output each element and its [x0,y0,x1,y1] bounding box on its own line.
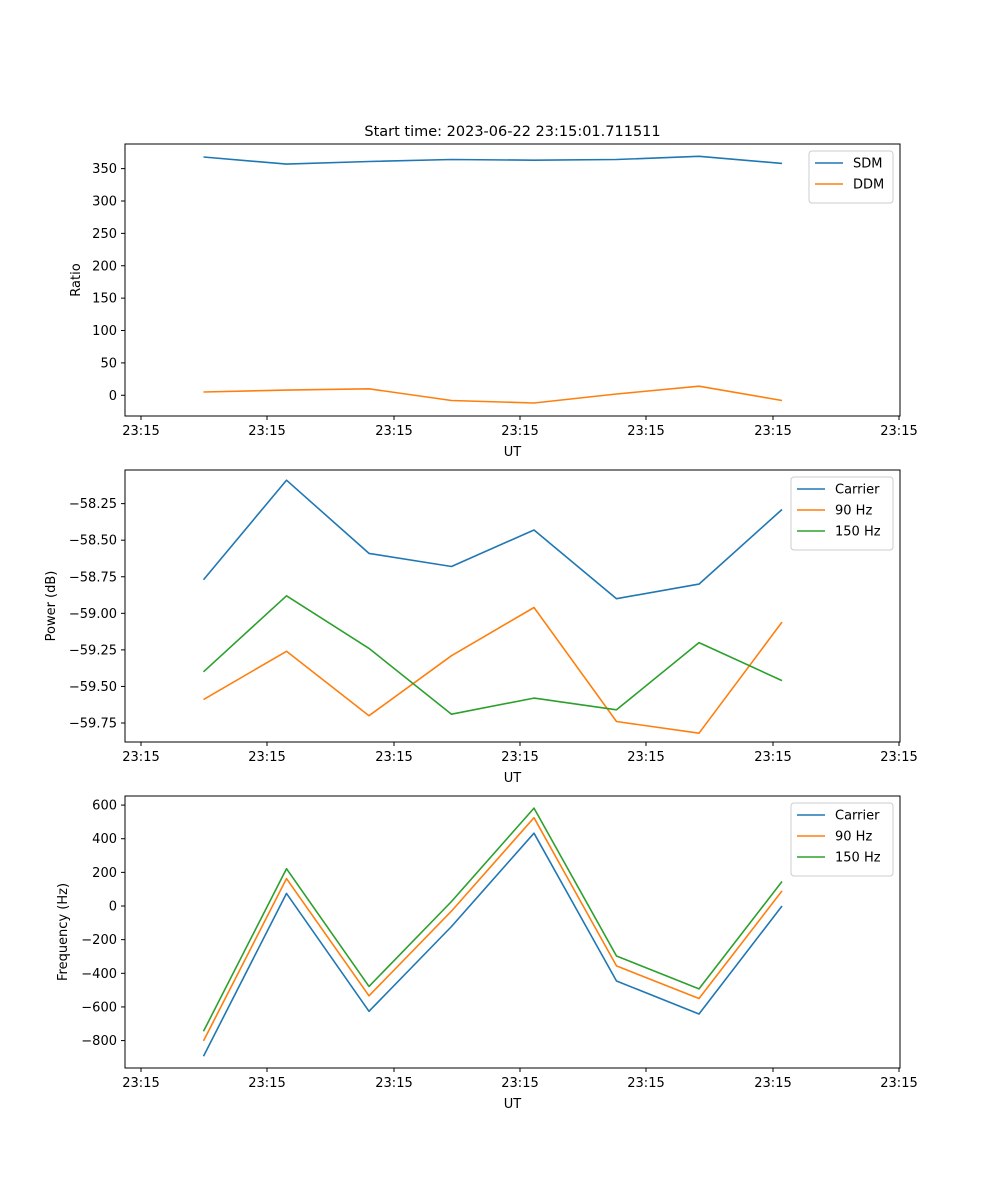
legend-label: 150 Hz [835,851,881,866]
x-tick-label: 23:15 [754,1076,791,1091]
legend: Carrier 90 Hz 150 Hz [790,476,894,551]
x-tick-label: 23:15 [248,1076,285,1091]
series-line-90-hz [202,816,783,1042]
y-tick-label: −400 [81,967,117,982]
legend-label: Carrier [835,809,880,824]
x-tick-label: 23:15 [248,750,285,765]
x-tick-label: 23:15 [375,750,412,765]
x-tick-label: 23:15 [122,424,159,439]
x-tick-label: 23:15 [501,750,538,765]
x-axis-label: UT [504,1097,522,1112]
y-tick-label: 600 [92,799,117,814]
y-tick-label: −58.25 [69,497,117,512]
plot-frame [124,143,901,417]
y-tick-label: 350 [92,162,117,177]
x-tick-label: 23:15 [627,424,664,439]
y-tick-label: 300 [92,194,117,209]
x-tick-label: 23:15 [754,750,791,765]
x-tick-label: 23:15 [248,424,285,439]
plot-frame [124,795,901,1069]
y-tick-label: 0 [109,389,117,404]
legend-label: 90 Hz [835,504,872,519]
subplot-frequency: 23:15 23:15 23:15 23:15 23:15 23:15 23:15 −800 −… [56,795,918,1112]
x-tick-label: 23:15 [375,1076,412,1091]
x-tick-label: 23:15 [627,1076,664,1091]
x-tick-label: 23:15 [627,750,664,765]
x-tick-label: 23:15 [880,750,917,765]
series-line-carrier [202,479,783,600]
x-axis-label: UT [504,445,522,460]
y-tick-label: 0 [109,900,117,915]
x-tick-label: 23:15 [122,1076,159,1091]
x-tick-label: 23:15 [375,424,412,439]
y-axis-label: Ratio [69,263,84,296]
y-tick-label: −59.25 [69,643,117,658]
y-tick-label: 400 [92,832,117,847]
series-line-90-hz [203,606,783,735]
legend-label: 90 Hz [835,830,872,845]
series-line-150-hz [202,807,783,1032]
y-axis-label: Frequency (Hz) [56,883,71,981]
legend: Carrier 90 Hz 150 Hz [790,802,894,877]
legend-label: 150 Hz [835,525,881,540]
x-axis-label: UT [504,771,522,786]
legend-frame [808,150,894,204]
y-tick-label: −200 [81,933,117,948]
x-tick-label: 23:15 [754,424,791,439]
series-line-150-hz [202,594,783,716]
legend-label: DDM [853,178,884,193]
y-tick-label: 200 [92,866,117,881]
legend-label: Carrier [835,483,880,498]
y-tick-label: −58.50 [69,534,117,549]
y-tick-label: −600 [81,1000,117,1015]
y-tick-label: −800 [81,1034,117,1049]
y-tick-label: 50 [100,356,117,371]
y-tick-label: 200 [92,259,117,274]
chart-title: Start time: 2023-06-22 23:15:01.711511 [364,124,660,140]
series-line-sdm [203,155,783,165]
x-tick-label: 23:15 [122,750,159,765]
plot-frame [124,469,901,743]
y-tick-label: 100 [92,324,117,339]
subplot-ratio: Start time: 2023-06-22 23:15:01.711511 2… [69,124,918,460]
y-tick-label: −59.50 [69,680,117,695]
series-line-ddm [203,385,783,404]
y-tick-label: −58.75 [69,570,117,585]
y-tick-label: 150 [92,292,117,307]
subplot-power: 23:15 23:15 23:15 23:15 23:15 23:15 23:15 −59.7… [44,469,918,786]
y-axis-label: Power (dB) [44,571,59,642]
y-tick-label: 250 [92,227,117,242]
y-tick-label: −59.00 [69,607,117,622]
x-tick-label: 23:15 [880,1076,917,1091]
x-tick-label: 23:15 [501,424,538,439]
legend: SDM DDM [808,150,894,204]
legend-label: SDM [853,157,882,172]
y-tick-label: −59.75 [69,716,117,731]
x-tick-label: 23:15 [501,1076,538,1091]
x-tick-label: 23:15 [880,424,917,439]
series-line-carrier [202,832,783,1057]
